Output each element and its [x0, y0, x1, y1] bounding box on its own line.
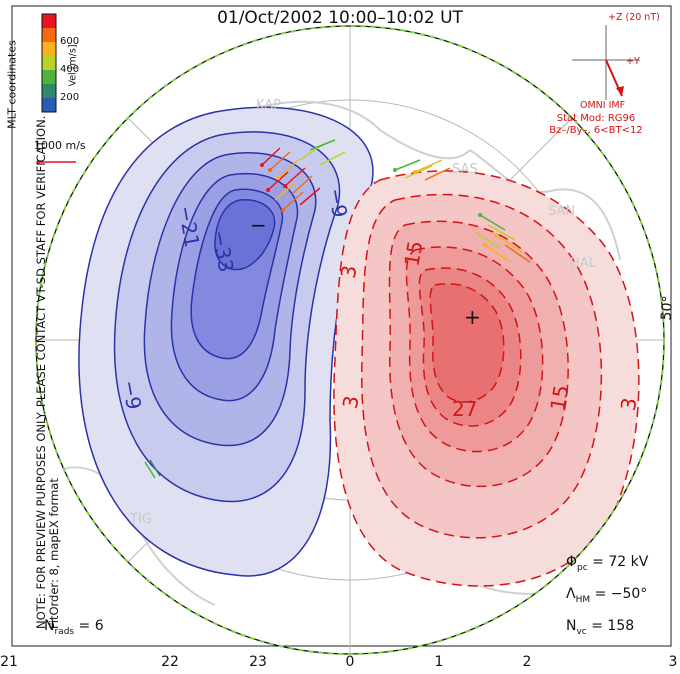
mlt-tick: 23 [249, 654, 267, 670]
contour-label: −9 [323, 186, 352, 219]
colorbar-tick: 200 [60, 92, 80, 103]
radar-label: SAS [452, 162, 478, 177]
contour-label: 3 [336, 263, 362, 280]
colorbar-segment [42, 14, 56, 29]
colorbar-segment [42, 42, 56, 57]
potential-minimum-marker: − [250, 213, 267, 237]
heppner-maynard-boundary [35, 25, 665, 655]
colorbar-segment [42, 84, 56, 99]
colorbar-border [41, 13, 57, 113]
radar-count: Nrads = 6 [44, 618, 104, 637]
n-rads-value: 6 [94, 618, 104, 634]
imf-dial [572, 25, 640, 100]
radar-vectors-tig [144, 459, 161, 479]
latitude-label: 50° [658, 294, 677, 322]
mlt-tick: 22 [161, 654, 179, 670]
stat-model-line: Stat Mod: RG96 [556, 113, 636, 124]
colorbar-segment [42, 98, 56, 113]
colorbar-segment [42, 70, 56, 85]
velocity-scale-dot [36, 160, 40, 164]
radar-label: KAP [256, 98, 282, 113]
contour-label: 27 [452, 397, 477, 421]
imf-y-label: +Y [626, 56, 640, 67]
contour-label: 15 [399, 239, 427, 268]
hm-boundary-latitude: ΛHM = −50° [566, 586, 648, 605]
radar-vectors-sas [393, 159, 451, 181]
mlt-tick: 21 [0, 654, 18, 670]
colorbar-tick: 400 [60, 64, 80, 75]
cross-polar-potential: Φpc = 72 kV [566, 554, 649, 573]
radar-label: SAN [548, 204, 576, 219]
imf-source-label: OMNI IMF [580, 100, 626, 111]
imf-z-label: +Z (20 nT) [608, 12, 660, 23]
radar-label: TIG [130, 512, 152, 527]
preview-note: NOTE: FOR PREVIEW PURPOSES ONLY. PLEASE … [34, 69, 61, 629]
mlt-tick: 0 [345, 654, 355, 670]
colorbar-segment [42, 56, 56, 71]
mlt-tick: 1 [434, 654, 444, 670]
stat-model-conditions: Bz–/By–, 6<BT<12 [549, 125, 643, 136]
potential-maximum-marker: + [464, 305, 481, 329]
mlt-tick: 3 [668, 654, 678, 670]
fit-order-line: FitOrder: 8, mapEX format [47, 478, 61, 629]
velocity-colorbar [41, 13, 57, 113]
phi-pc-value: 72 kV [608, 554, 649, 570]
contour-label: 3 [616, 396, 642, 413]
radar-vectors-kap [260, 139, 346, 212]
coordinate-label: MLT coordinates [5, 40, 19, 129]
n-vc-value: 158 [607, 618, 635, 634]
lambda-hm-value: −50° [610, 586, 648, 602]
contour-label: −9 [117, 378, 146, 411]
vector-count: Nvc = 158 [566, 618, 635, 637]
plot-title: 01/Oct/2002 10:00–10:02 UT [217, 8, 463, 28]
negative-convection-cell [78, 106, 374, 577]
colorbar-tick: 600 [60, 36, 80, 47]
radar-label: HAL [570, 256, 596, 271]
contour-label: 15 [545, 383, 573, 412]
mlt-tick: 2 [522, 654, 532, 670]
velocity-scale-label: 1000 m/s [34, 139, 86, 152]
plot-frame [11, 5, 672, 647]
positive-convection-cell [333, 170, 640, 587]
contour-label: 3 [338, 394, 364, 411]
colorbar-segment [42, 28, 56, 43]
radar-vectors-san [474, 213, 531, 263]
